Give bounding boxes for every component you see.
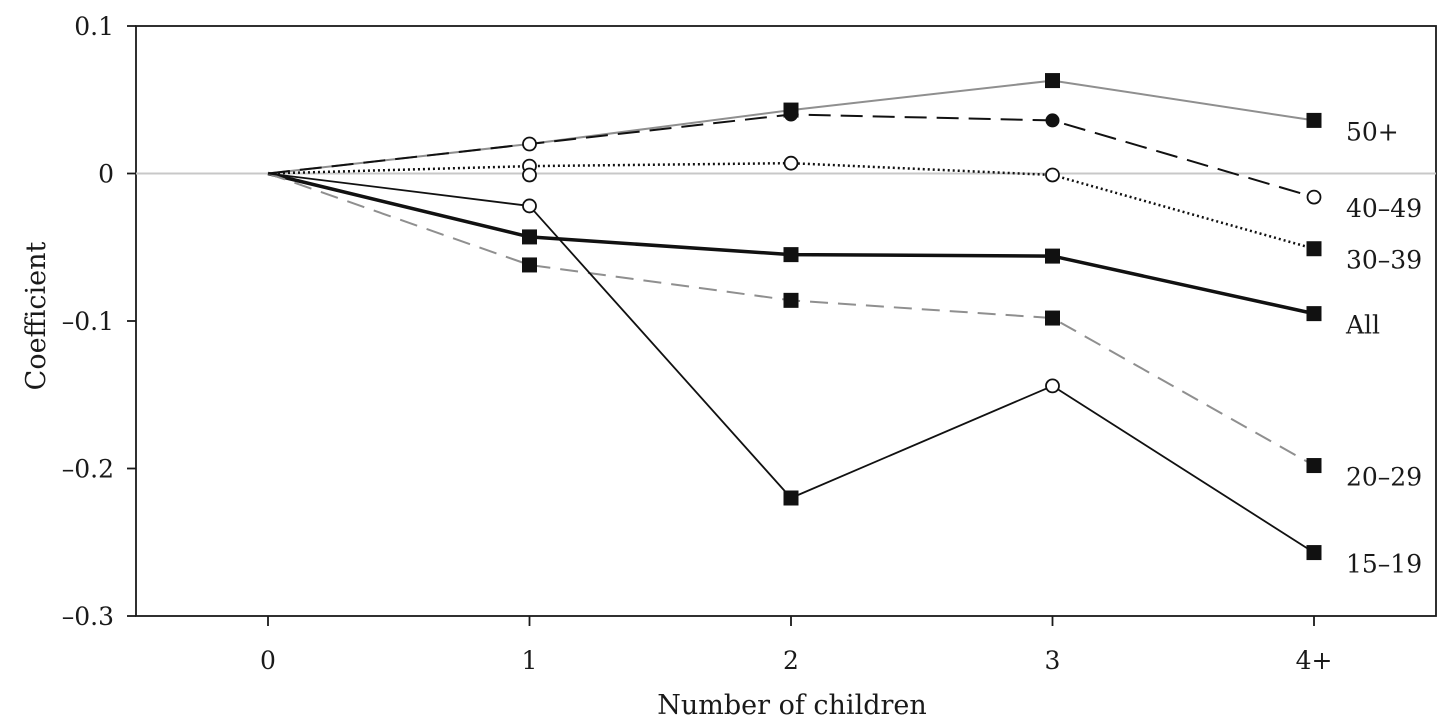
- x-tick-label: 4+: [1296, 646, 1333, 675]
- series-20-29-square-marker: [1045, 310, 1060, 326]
- series-20-29-square-marker: [783, 292, 799, 308]
- series-all-label: All: [1345, 311, 1380, 340]
- series-30-39-open-circle-marker: [1045, 167, 1060, 183]
- series-50-square-marker: [1306, 112, 1322, 128]
- series-30-39-square-marker: [1306, 241, 1322, 257]
- series-15-19-square-marker: [783, 490, 799, 506]
- x-tick-label: 1: [522, 646, 538, 675]
- extra-point-open-circle-marker: [522, 167, 537, 183]
- series-50-label: 50+: [1346, 117, 1399, 146]
- series-30-39-line: [267, 161, 1315, 250]
- series-all-square-marker: [1306, 306, 1322, 322]
- series-15-19-label: 15–19: [1346, 550, 1422, 579]
- x-tick-label: 3: [1045, 646, 1061, 675]
- y-tick-label: –0.3: [62, 602, 114, 631]
- series-40-49-filled-circle-marker: [784, 107, 798, 122]
- y-tick-label: 0: [98, 160, 114, 189]
- y-tick-label: 0.1: [74, 12, 114, 41]
- y-tick-label: –0.1: [62, 307, 114, 336]
- y-axis-title: Coefficient: [21, 242, 52, 391]
- x-tick-label: 2: [783, 646, 799, 675]
- series-40-49-open-circle-marker: [1306, 189, 1322, 205]
- series-40-49-label: 40–49: [1346, 194, 1422, 223]
- series-20-29-label: 20–29: [1346, 463, 1422, 492]
- series-all-square-marker: [1045, 248, 1060, 264]
- series-15-19-open-circle-marker: [1045, 378, 1060, 394]
- series-20-29-square-marker: [522, 257, 537, 273]
- series-30-39-open-circle-marker: [783, 155, 799, 171]
- plot-area-border: [135, 25, 1437, 617]
- series-20-29-square-marker: [1306, 458, 1322, 474]
- series-all-square-marker: [783, 247, 799, 263]
- series-50-square-marker: [1045, 73, 1060, 89]
- series-40-49-open-circle-marker: [522, 136, 537, 152]
- y-tick-label: –0.2: [62, 455, 114, 484]
- x-tick-label: 0: [260, 646, 276, 675]
- series-15-19-open-circle-marker: [522, 198, 537, 214]
- series-all-square-marker: [522, 229, 537, 245]
- series-15-19-square-marker: [1306, 545, 1322, 561]
- x-axis-title: Number of children: [657, 690, 927, 721]
- series-30-39-label: 30–39: [1346, 246, 1422, 275]
- series-40-49-filled-circle-marker: [1045, 113, 1060, 128]
